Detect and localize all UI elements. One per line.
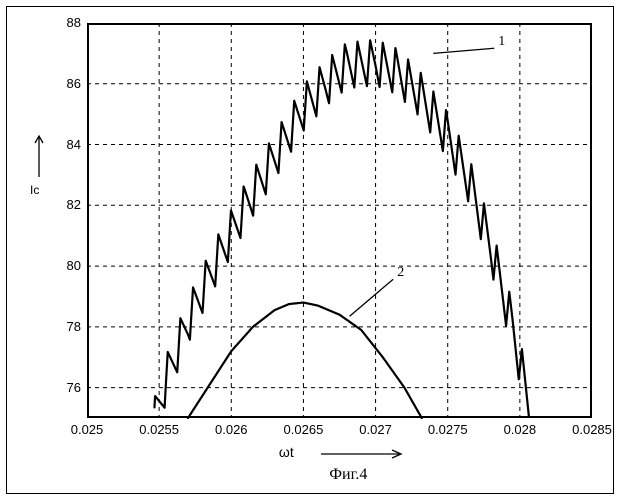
figure-frame: Iс ωt Фиг.4 1 2 76 78 80 82 84 86 88 0.025 0.0255 0… bbox=[6, 6, 614, 494]
y-tick-label: 88 bbox=[57, 15, 81, 30]
y-tick-label: 78 bbox=[57, 319, 81, 334]
y-tick-label: 76 bbox=[57, 380, 81, 395]
x-tick-label: 0.0285 bbox=[572, 422, 612, 437]
x-axis-arrow-icon bbox=[319, 447, 405, 461]
chart-svg bbox=[87, 23, 592, 418]
x-tick-label: 0.0255 bbox=[139, 422, 179, 437]
x-tick-label: 0.028 bbox=[504, 422, 537, 437]
y-tick-label: 82 bbox=[57, 197, 81, 212]
x-tick-label: 0.026 bbox=[215, 422, 248, 437]
series-callout-curve1: 1 bbox=[498, 34, 505, 50]
y-tick-label: 80 bbox=[57, 258, 81, 273]
x-tick-label: 0.0275 bbox=[428, 422, 468, 437]
y-tick-label: 86 bbox=[57, 76, 81, 91]
x-tick-label: 0.025 bbox=[71, 422, 104, 437]
y-tick-label: 84 bbox=[57, 137, 81, 152]
series-callout-curve2: 2 bbox=[397, 265, 404, 281]
x-tick-label: 0.027 bbox=[359, 422, 392, 437]
y-axis-arrow-icon bbox=[32, 133, 46, 179]
figure-caption: Фиг.4 bbox=[329, 466, 367, 484]
x-axis-title: ωt bbox=[279, 444, 294, 460]
y-axis-title: Iс bbox=[30, 183, 39, 197]
x-tick-label: 0.0265 bbox=[284, 422, 324, 437]
plot-area bbox=[87, 23, 592, 418]
